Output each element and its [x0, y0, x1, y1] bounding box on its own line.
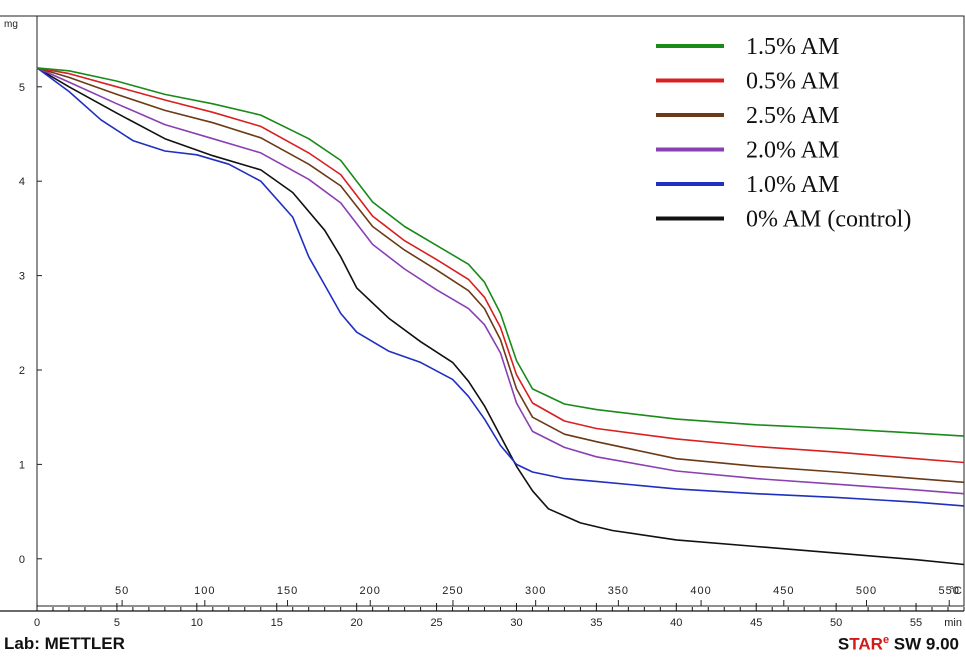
- series-line: [36, 67, 965, 437]
- legend-label: 0.5% AM: [746, 69, 839, 95]
- legend-label: 2.0% AM: [746, 138, 839, 164]
- time-tick-label: 45: [750, 617, 762, 629]
- y-tick-label: 1: [19, 459, 25, 471]
- footer-lab-label: Lab: METTLER: [4, 634, 125, 653]
- time-tick-label: 20: [351, 617, 363, 629]
- time-tick-label: 5: [114, 617, 120, 629]
- legend-label: 1.5% AM: [746, 34, 839, 60]
- legend: 1.5% AM 0.5% AM 2.5% AM 2.0% AM 1.0% AM 0% AM…: [656, 34, 911, 233]
- temperature-tick-label: 300: [525, 585, 546, 597]
- temperature-tick-label: 400: [690, 585, 711, 597]
- legend-label: 2.5% AM: [746, 103, 839, 129]
- temperature-tick-label: 450: [773, 585, 794, 597]
- time-tick-label: 55: [910, 617, 922, 629]
- y-tick-label: 2: [19, 365, 25, 377]
- y-unit-label: mg: [4, 19, 18, 30]
- series-line: [36, 67, 965, 495]
- legend-label: 1.0% AM: [746, 172, 839, 198]
- time-tick-label: 30: [510, 617, 522, 629]
- time-tick-label: 50: [830, 617, 842, 629]
- time-tick-label: 25: [430, 617, 442, 629]
- temperature-tick-label: 500: [856, 585, 877, 597]
- y-tick-label: 4: [19, 176, 25, 188]
- temperature-tick-label: 50: [115, 585, 129, 597]
- series-line: [36, 67, 965, 484]
- series-line: [36, 67, 965, 507]
- software-brand: STARe SW 9.00: [838, 634, 959, 655]
- brand-s: S: [837, 634, 850, 654]
- temperature-unit-label: °C: [950, 585, 962, 597]
- time-tick-label: 40: [670, 617, 682, 629]
- series-lines: [36, 67, 965, 566]
- brand-e: e: [882, 634, 890, 646]
- temperature-tick-label: 150: [277, 585, 298, 597]
- legend-label: 0% AM (control): [746, 207, 911, 233]
- series-line: [36, 67, 965, 464]
- time-tick-label: 15: [271, 617, 283, 629]
- brand-tar: TAR: [849, 634, 883, 654]
- y-tick-label: 0: [19, 554, 25, 566]
- time-unit-label: min: [944, 617, 962, 629]
- temperature-tick-label: 100: [194, 585, 215, 597]
- brand-version: SW 9.00: [889, 634, 959, 654]
- temperature-tick-label: 350: [608, 585, 629, 597]
- y-tick-label: 5: [19, 82, 25, 94]
- temperature-tick-label: 250: [442, 585, 463, 597]
- time-tick-label: 0: [34, 617, 40, 629]
- time-tick-label: 10: [191, 617, 203, 629]
- time-tick-label: 35: [590, 617, 602, 629]
- y-tick-label: 3: [19, 271, 25, 283]
- temperature-tick-label: 550: [939, 585, 960, 597]
- temperature-tick-label: 200: [360, 585, 381, 597]
- series-line: [36, 67, 965, 566]
